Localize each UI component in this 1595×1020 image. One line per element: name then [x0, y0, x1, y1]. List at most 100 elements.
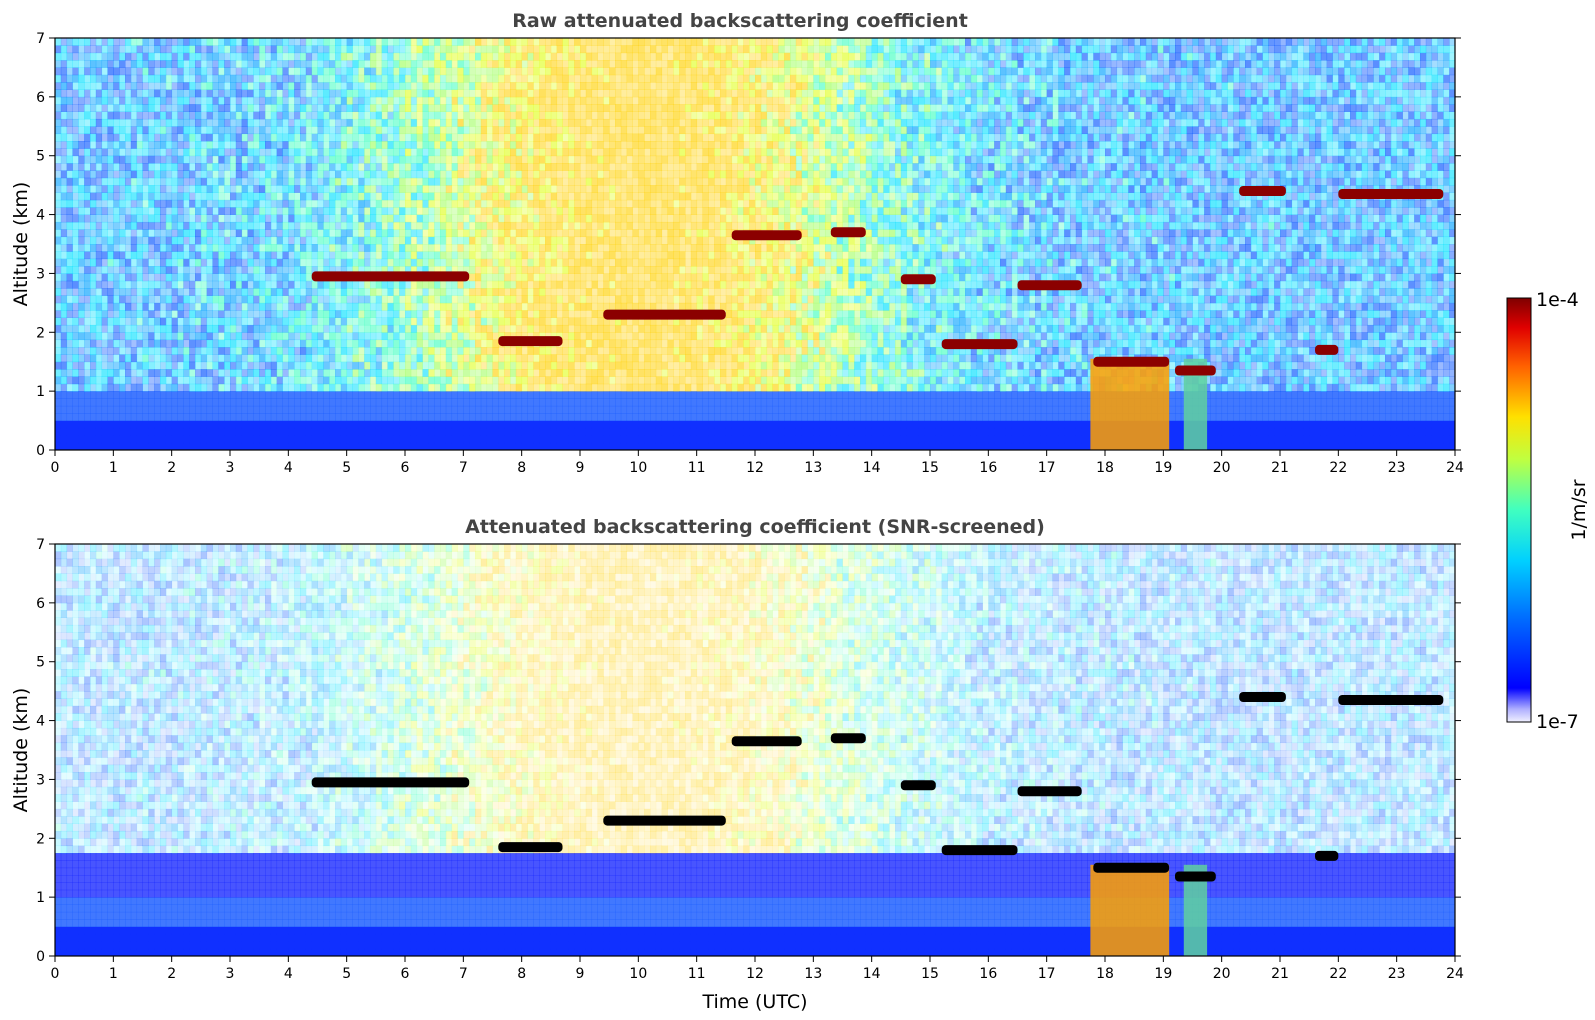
- heatmap-cell: [131, 443, 137, 451]
- heatmap-cell: [323, 354, 329, 362]
- heatmap-cell: [347, 237, 353, 245]
- heatmap-cell: [312, 259, 318, 267]
- heatmap-cell: [67, 435, 73, 443]
- heatmap-cell: [323, 141, 329, 149]
- heatmap-cell: [265, 354, 271, 362]
- heatmap-cell: [393, 413, 399, 421]
- heatmap-cell: [55, 67, 61, 75]
- heatmap-cell: [154, 281, 160, 289]
- heatmap-cell: [440, 347, 446, 355]
- heatmap-cell: [125, 384, 131, 392]
- heatmap-cell: [318, 75, 324, 83]
- heatmap-cell: [563, 303, 569, 311]
- heatmap-cell: [364, 391, 370, 399]
- heatmap-cell: [78, 325, 84, 333]
- heatmap-cell: [283, 60, 289, 68]
- heatmap-cell: [417, 340, 423, 348]
- heatmap-cell: [283, 148, 289, 156]
- heatmap-cell: [458, 148, 464, 156]
- heatmap-cell: [335, 178, 341, 186]
- heatmap-cell: [335, 443, 341, 451]
- heatmap-cell: [563, 67, 569, 75]
- heatmap-cell: [224, 251, 230, 259]
- heatmap-cell: [213, 281, 219, 289]
- heatmap-cell: [96, 354, 102, 362]
- heatmap-cell: [522, 325, 528, 333]
- heatmap-cell: [148, 369, 154, 377]
- heatmap-cell: [545, 53, 551, 61]
- heatmap-cell: [382, 126, 388, 134]
- heatmap-cell: [493, 75, 499, 83]
- heatmap-cell: [440, 310, 446, 318]
- heatmap-cell: [73, 251, 79, 259]
- heatmap-cell: [428, 90, 434, 98]
- heatmap-cell: [504, 443, 510, 451]
- heatmap-cell: [446, 82, 452, 90]
- heatmap-cell: [358, 207, 364, 215]
- heatmap-cell: [61, 141, 67, 149]
- heatmap-cell: [172, 222, 178, 230]
- heatmap-cell: [516, 251, 522, 259]
- heatmap-cell: [283, 45, 289, 53]
- heatmap-cell: [96, 229, 102, 237]
- heatmap-cell: [84, 376, 90, 384]
- heatmap-cell: [78, 384, 84, 392]
- heatmap-cell: [323, 384, 329, 392]
- heatmap-cell: [551, 384, 557, 392]
- heatmap-cell: [253, 237, 259, 245]
- heatmap-cell: [329, 428, 335, 436]
- heatmap-cell: [61, 310, 67, 318]
- heatmap-cell: [382, 435, 388, 443]
- heatmap-cell: [510, 288, 516, 296]
- heatmap-cell: [119, 273, 125, 281]
- heatmap-cell: [481, 185, 487, 193]
- heatmap-cell: [388, 75, 394, 83]
- heatmap-cell: [568, 376, 574, 384]
- heatmap-cell: [516, 178, 522, 186]
- heatmap-cell: [498, 406, 504, 414]
- heatmap-cell: [417, 369, 423, 377]
- heatmap-cell: [475, 391, 481, 399]
- heatmap-cell: [113, 435, 119, 443]
- heatmap-cell: [160, 200, 166, 208]
- heatmap-cell: [405, 119, 411, 127]
- heatmap-cell: [370, 354, 376, 362]
- heatmap-cell: [382, 384, 388, 392]
- heatmap-cell: [446, 340, 452, 348]
- heatmap-cell: [493, 90, 499, 98]
- heatmap-cell: [563, 251, 569, 259]
- heatmap-cell: [265, 163, 271, 171]
- heatmap-cell: [236, 148, 242, 156]
- heatmap-cell: [533, 237, 539, 245]
- heatmap-cell: [475, 266, 481, 274]
- heatmap-cell: [329, 237, 335, 245]
- heatmap-cell: [119, 376, 125, 384]
- heatmap-cell: [207, 119, 213, 127]
- heatmap-cell: [487, 134, 493, 142]
- heatmap-cell: [271, 207, 277, 215]
- heatmap-cell: [125, 259, 131, 267]
- heatmap-cell: [528, 281, 534, 289]
- heatmap-cell: [55, 310, 61, 318]
- heatmap-cell: [259, 251, 265, 259]
- heatmap-cell: [102, 406, 108, 414]
- heatmap-cell: [201, 369, 207, 377]
- heatmap-cell: [277, 251, 283, 259]
- heatmap-cell: [195, 325, 201, 333]
- heatmap-cell: [154, 148, 160, 156]
- heatmap-cell: [533, 266, 539, 274]
- heatmap-cell: [242, 325, 248, 333]
- heatmap-cell: [172, 185, 178, 193]
- heatmap-cell: [253, 82, 259, 90]
- heatmap-cell: [463, 384, 469, 392]
- heatmap-cell: [481, 45, 487, 53]
- heatmap-cell: [294, 428, 300, 436]
- heatmap-cell: [178, 148, 184, 156]
- heatmap-cell: [113, 281, 119, 289]
- heatmap-cell: [370, 251, 376, 259]
- heatmap-cell: [294, 163, 300, 171]
- heatmap-cell: [376, 45, 382, 53]
- heatmap-cell: [189, 97, 195, 105]
- heatmap-cell: [201, 399, 207, 407]
- heatmap-cell: [73, 67, 79, 75]
